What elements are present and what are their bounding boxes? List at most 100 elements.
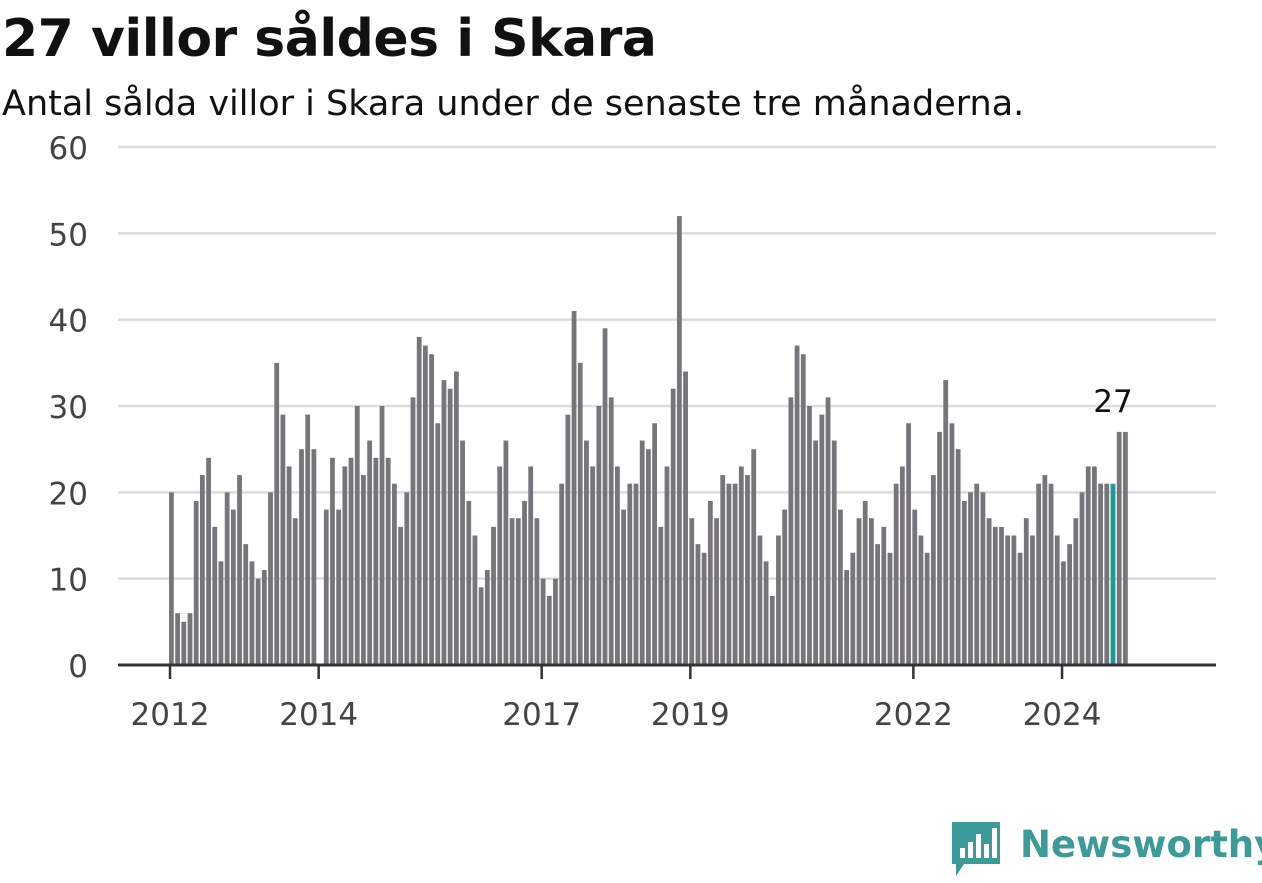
bar <box>534 518 540 665</box>
bar <box>1085 466 1091 665</box>
bar <box>1098 483 1103 665</box>
bar <box>1079 492 1085 665</box>
bar <box>553 578 558 665</box>
bar <box>813 440 819 665</box>
bar <box>844 570 850 665</box>
bar <box>602 328 608 665</box>
bar <box>732 483 738 665</box>
x-tick-label: 2019 <box>651 697 730 733</box>
bar <box>590 466 596 665</box>
bar <box>670 388 676 665</box>
bar <box>367 440 373 665</box>
bar <box>850 552 856 665</box>
bar <box>726 483 732 665</box>
bar <box>689 518 695 665</box>
bar <box>800 354 806 665</box>
bar <box>199 475 205 665</box>
bar <box>441 380 447 665</box>
bar <box>695 544 701 665</box>
bar <box>751 449 757 665</box>
bar <box>299 449 304 665</box>
bar <box>862 500 868 665</box>
bar <box>305 414 311 665</box>
bar <box>509 518 515 665</box>
bar <box>571 311 577 665</box>
x-tick-label: 2024 <box>1023 697 1102 733</box>
bar <box>323 509 329 665</box>
bar <box>794 345 800 665</box>
bar <box>187 613 193 665</box>
bar <box>422 345 428 665</box>
bar <box>763 561 769 665</box>
bar <box>243 544 249 665</box>
bar <box>1048 483 1054 665</box>
data-labels: 27 <box>1093 384 1132 420</box>
bar <box>472 535 478 665</box>
bar <box>924 552 930 665</box>
y-tick-label: 20 <box>49 476 88 512</box>
bar <box>379 406 385 665</box>
x-axis-ticks: 2012 2014 2017 2019 2022 2024 <box>131 665 1102 733</box>
bar <box>968 492 973 665</box>
x-tick-label: 2022 <box>874 697 953 733</box>
bar <box>528 466 534 665</box>
bar <box>274 362 280 665</box>
y-tick-label: 0 <box>68 649 88 685</box>
bar <box>627 483 633 665</box>
bar <box>330 457 335 665</box>
bar <box>955 449 961 665</box>
bar <box>825 397 831 665</box>
bar <box>621 509 627 665</box>
bar <box>484 570 490 665</box>
bar <box>875 544 880 665</box>
bar <box>974 483 980 665</box>
chart-subtitle: Antal sålda villor i Skara under de sena… <box>2 84 1025 124</box>
bar <box>410 397 416 665</box>
bar <box>268 492 273 665</box>
bar <box>503 440 509 665</box>
bar <box>181 621 187 665</box>
bar <box>348 457 354 665</box>
bar <box>169 492 174 665</box>
bar <box>1073 518 1079 665</box>
bar <box>782 509 788 665</box>
bar <box>435 423 441 665</box>
bar <box>912 509 918 665</box>
bar <box>361 475 366 665</box>
bar <box>906 423 911 665</box>
y-tick-label: 50 <box>49 217 88 253</box>
bar <box>206 457 211 665</box>
bar-chart-speech-bubble-icon <box>952 822 1000 876</box>
x-tick-label: 2017 <box>502 697 581 733</box>
bar <box>639 440 645 665</box>
bars <box>169 216 1128 665</box>
bar <box>930 475 936 665</box>
bar <box>1005 535 1011 665</box>
bar <box>429 354 434 665</box>
bar <box>769 595 775 665</box>
bar <box>286 466 292 665</box>
bar <box>193 500 199 665</box>
bar <box>230 509 236 665</box>
bar <box>559 483 565 665</box>
y-tick-label: 10 <box>49 563 88 599</box>
chart-title: 27 villor såldes i Skara <box>2 9 657 69</box>
bar <box>404 492 410 665</box>
bar <box>522 500 527 665</box>
bar <box>540 578 546 665</box>
bar <box>491 526 496 665</box>
newsworthy-logo: Newsworthy <box>950 818 1262 879</box>
highlight-value-label: 27 <box>1093 384 1132 420</box>
bar <box>937 431 942 665</box>
bar <box>237 475 242 665</box>
bar <box>986 518 992 665</box>
bar <box>819 414 825 665</box>
bar <box>261 570 267 665</box>
bar <box>683 371 688 665</box>
bar <box>949 423 955 665</box>
bar <box>633 483 639 665</box>
bar <box>478 587 484 665</box>
bar <box>720 475 726 665</box>
bar <box>1023 518 1029 665</box>
bar <box>292 518 298 665</box>
